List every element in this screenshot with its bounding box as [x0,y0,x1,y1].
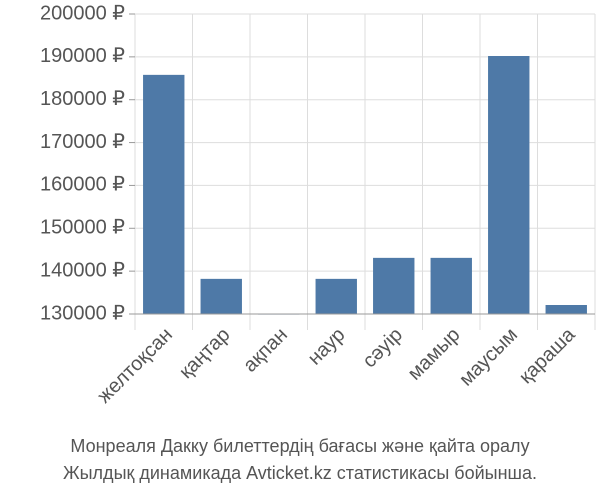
bar [200,278,242,314]
x-tick-label: маусым [455,324,522,391]
y-tick-label: 150000 ₽ [40,217,125,239]
x-tick-label: қараша [515,323,580,388]
bar [430,257,472,314]
chart-subtitle: Жылдық динамикада Avticket.kz статистика… [63,463,537,483]
y-tick-label: 170000 ₽ [40,131,125,153]
y-tick-label: 180000 ₽ [40,88,125,110]
y-tick-label: 160000 ₽ [40,174,125,196]
y-tick-label: 200000 ₽ [40,2,125,24]
bar [373,257,415,314]
x-tick-label: сәуір [358,324,407,373]
bar [315,278,357,314]
x-tick-label: қаңтар [175,324,234,383]
x-tick-label: наур [304,324,350,370]
x-tick-label: ақпан [239,324,292,377]
chart-title: Монреаля Дакку билеттердің бағасы және қ… [70,436,529,456]
bar [545,305,587,314]
bar [143,74,185,314]
y-tick-label: 140000 ₽ [40,259,125,281]
bar [488,56,530,314]
x-tick-label: желтоқсан [93,324,177,408]
y-tick-label: 190000 ₽ [40,45,125,67]
y-tick-label: 130000 ₽ [40,302,125,324]
